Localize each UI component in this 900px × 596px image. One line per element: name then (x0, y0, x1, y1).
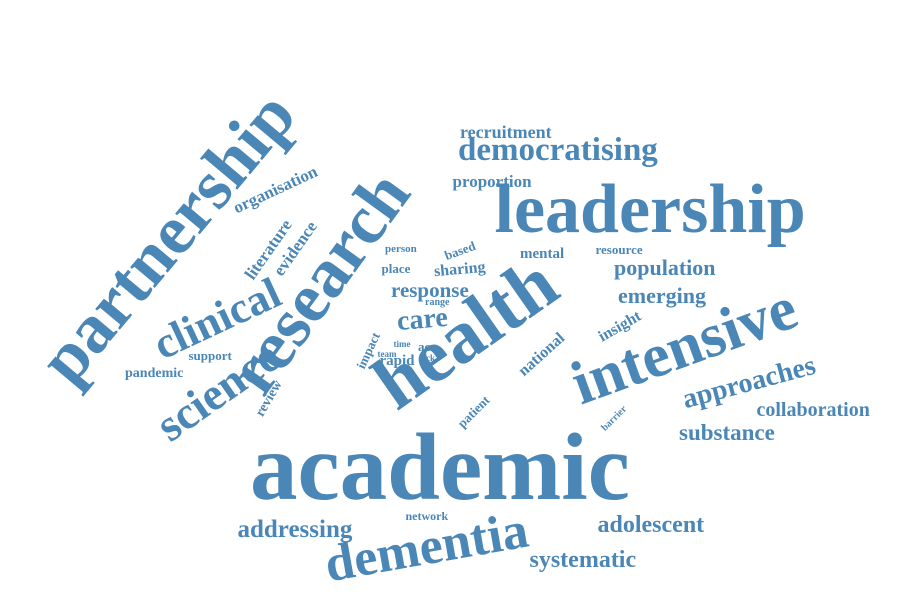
word-substance: substance (679, 419, 775, 445)
word-lack: lack (419, 352, 436, 363)
word-support: support (188, 347, 232, 363)
word-systematic: systematic (529, 547, 637, 573)
word-place: place (381, 260, 411, 276)
word-network: network (405, 509, 449, 523)
word-democratising: democratising (458, 131, 658, 168)
word-emerging: emerging (618, 283, 706, 308)
word-pandemic: pandemic (125, 366, 184, 381)
word-acc: acc (418, 338, 437, 354)
word-recruitment: recruitment (460, 122, 552, 142)
word-adolescent: adolescent (597, 512, 705, 538)
word-range: range (425, 297, 450, 308)
word-care: care (395, 301, 449, 338)
word-leadership: leadership (494, 171, 806, 248)
word-response: response (391, 277, 469, 302)
word-time: time (393, 338, 411, 349)
word-team: team (377, 348, 397, 359)
word-addressing: addressing (237, 515, 353, 543)
word-based: based (442, 237, 478, 263)
word-mental: mental (520, 245, 565, 262)
word-resource: resource (595, 241, 643, 257)
word-academic: academic (250, 413, 630, 520)
word-rapid: rapid (379, 352, 415, 369)
word-person: person (385, 242, 417, 255)
word-collaboration: collaboration (756, 399, 870, 421)
word-population: population (614, 255, 716, 280)
word-proportion: proportion (452, 171, 532, 191)
